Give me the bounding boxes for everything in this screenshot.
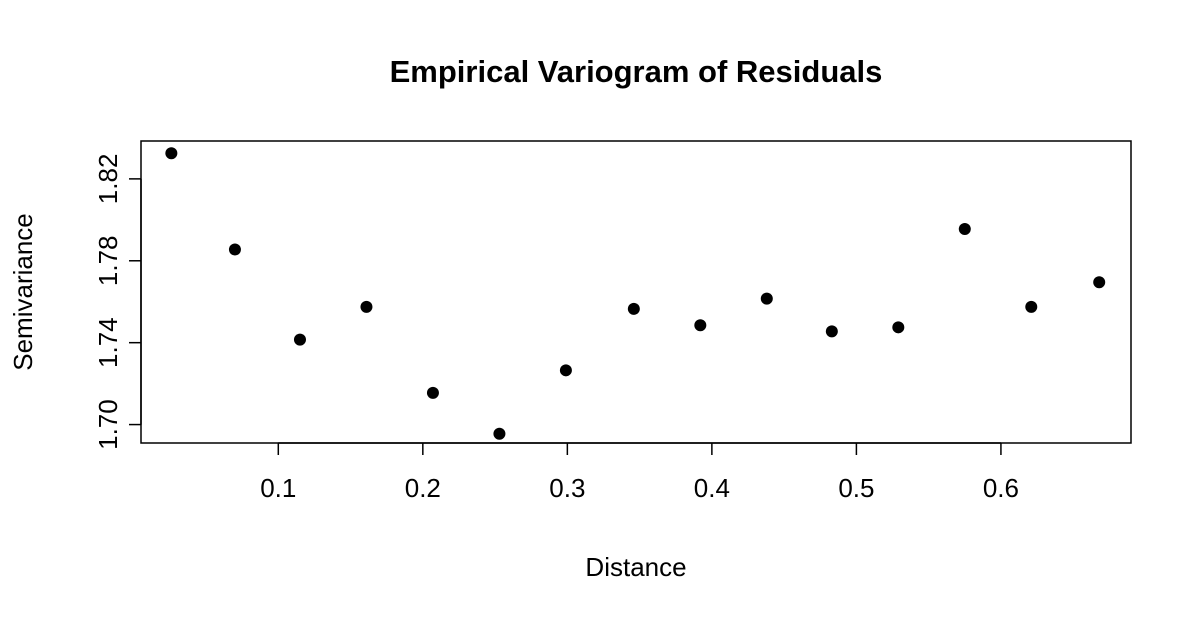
plot-frame: [140, 140, 1132, 444]
data-point: [958, 223, 971, 236]
data-point: [228, 243, 241, 256]
data-point: [694, 319, 707, 332]
x-axis: 0.1 0.2 0.3 0.4 0.5 0.6: [260, 442, 1019, 503]
data-point: [360, 300, 373, 313]
data-point: [493, 427, 506, 440]
data-points: [165, 147, 1106, 440]
chart-title: Empirical Variogram of Residuals: [390, 54, 883, 89]
x-tick-label: 0.6: [983, 473, 1019, 503]
data-point: [627, 302, 640, 315]
x-axis-label: Distance: [585, 552, 686, 582]
y-tick-label: 1.82: [93, 154, 123, 205]
data-point: [760, 292, 773, 305]
y-tick-label: 1.70: [93, 399, 123, 450]
data-point: [426, 386, 439, 399]
y-tick-label: 1.78: [93, 235, 123, 286]
x-tick-label: 0.5: [838, 473, 874, 503]
x-tick-label: 0.1: [260, 473, 296, 503]
y-axis-label: Semivariance: [8, 213, 38, 371]
x-tick-label: 0.4: [694, 473, 730, 503]
data-point: [892, 321, 905, 334]
data-point: [1093, 276, 1106, 289]
data-point: [825, 325, 838, 338]
data-point: [559, 364, 572, 377]
data-point: [1025, 300, 1038, 313]
x-tick-label: 0.2: [405, 473, 441, 503]
data-point: [293, 333, 306, 346]
y-axis: 1.70 1.74 1.78 1.82: [93, 154, 142, 450]
x-tick-label: 0.3: [549, 473, 585, 503]
y-tick-label: 1.74: [93, 317, 123, 368]
data-point: [165, 147, 178, 160]
